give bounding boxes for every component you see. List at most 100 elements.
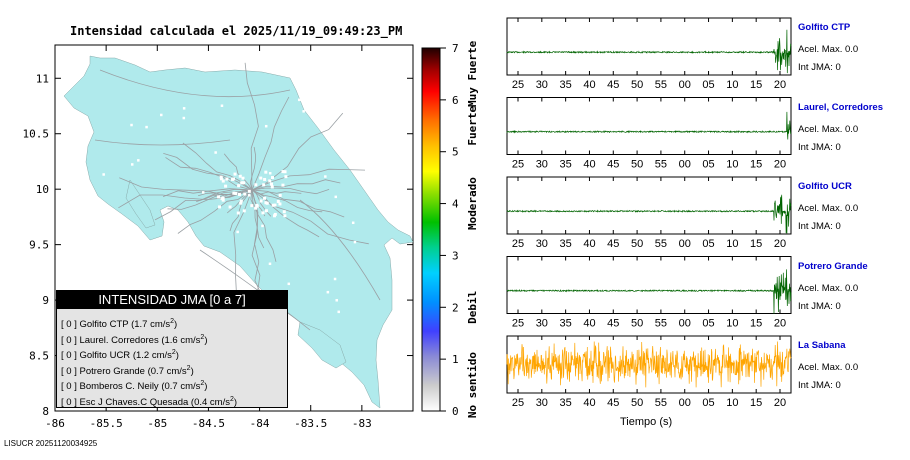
town-marker bbox=[156, 256, 159, 259]
station-jma: Int JMA: 0 bbox=[798, 141, 841, 153]
waveform-panel: 25 30 35 40 45 50 55 00 05 10 15 20 bbox=[506, 17, 792, 91]
town-marker bbox=[219, 175, 223, 179]
legend-close: ) bbox=[174, 319, 178, 331]
map-x-tick-label: -84.5 bbox=[192, 417, 225, 430]
waveform-tick-label: 15 bbox=[750, 79, 762, 91]
town-marker bbox=[337, 310, 340, 314]
map-x-tick-label: -84 bbox=[250, 417, 270, 430]
legend-station: Golfito UCR bbox=[79, 350, 131, 362]
map-y-tick-label: 11 bbox=[36, 72, 49, 85]
waveform-tick-label: 40 bbox=[583, 238, 595, 250]
waveform-tick-label: 50 bbox=[631, 318, 643, 330]
legend-accel: (1.6 cm/s bbox=[161, 334, 201, 346]
town-marker bbox=[239, 199, 243, 203]
town-marker bbox=[239, 201, 243, 205]
waveform-tick-label: 20 bbox=[774, 159, 786, 171]
legend-jma: [ 0 ] bbox=[61, 334, 77, 346]
town-marker bbox=[386, 94, 390, 98]
colorbar-tick-label: 3 bbox=[452, 249, 459, 262]
map-y-axis: 11 10.5 10 9.5 9 8.5 8 bbox=[23, 72, 413, 418]
town-marker bbox=[282, 210, 286, 214]
waveform-tick-label: 00 bbox=[679, 159, 691, 171]
town-marker bbox=[268, 179, 272, 183]
waveform-tick-label: 20 bbox=[774, 397, 786, 409]
waveform-tick-label: 05 bbox=[702, 159, 714, 171]
town-marker bbox=[351, 221, 355, 225]
town-marker bbox=[254, 206, 258, 210]
station-max-accel: Acel. Max. 0.0 bbox=[798, 123, 859, 135]
waveform-frame bbox=[506, 256, 792, 314]
colorbar-category-label: Muy Fuerte bbox=[466, 40, 479, 107]
station-name: Laurel, Corredores bbox=[798, 101, 883, 113]
town-marker bbox=[220, 197, 224, 201]
waveform-panel: 25 30 35 40 45 50 55 00 05 10 15 20 bbox=[506, 256, 792, 330]
waveform-tick-label: 20 bbox=[774, 318, 786, 330]
legend-accel: (0.7 cm/s bbox=[147, 365, 187, 377]
waveform-trace bbox=[506, 194, 792, 234]
waveform-tick-label: 50 bbox=[631, 397, 643, 409]
waveform-tick-label: 45 bbox=[607, 238, 619, 250]
town-marker bbox=[160, 113, 163, 117]
town-marker bbox=[214, 151, 217, 154]
road bbox=[251, 189, 345, 218]
waveform-tick-label: 30 bbox=[536, 318, 548, 330]
map-title: Intensidad calculada el 2025/11/19_09:49… bbox=[70, 24, 403, 38]
waveform-tick-label: 30 bbox=[536, 79, 548, 91]
legend-accel: (1.7 cm/s bbox=[131, 319, 171, 331]
waveform-tick-label: 55 bbox=[655, 397, 667, 409]
town-marker bbox=[145, 125, 148, 129]
station-max-accel: Acel. Max. 0.0 bbox=[798, 44, 859, 55]
waveform-tick-label: 15 bbox=[750, 159, 762, 171]
town-marker bbox=[273, 203, 277, 207]
town-marker bbox=[302, 110, 305, 113]
town-marker bbox=[201, 191, 205, 194]
legend-jma: [ 0 ] bbox=[61, 319, 77, 331]
legend-accel: (0.7 cm/s bbox=[161, 381, 201, 393]
legend-station: Potrero Grande bbox=[79, 365, 145, 377]
town-marker bbox=[243, 192, 247, 196]
legend-unit-exp: 2 bbox=[186, 364, 191, 372]
town-marker bbox=[102, 173, 105, 176]
road bbox=[223, 153, 253, 191]
town-marker bbox=[283, 214, 287, 218]
waveform-tick-label: 35 bbox=[560, 397, 572, 409]
colorbar-gradient bbox=[421, 47, 441, 412]
intensity-colorbar: 0 1 2 3 4 5 6 7 No sentido Debil Moderado FuerteMu… bbox=[421, 40, 479, 419]
town-marker bbox=[281, 170, 285, 174]
waveform-tick-label: 00 bbox=[679, 79, 691, 91]
map-y-tick-label: 8 bbox=[42, 405, 49, 418]
waveform-tick-label: 45 bbox=[607, 397, 619, 409]
waveform-tick-label: 10 bbox=[726, 397, 738, 409]
waveform-tick-label: 35 bbox=[560, 159, 572, 171]
waveform-tick-label: 50 bbox=[631, 159, 643, 171]
town-marker bbox=[231, 177, 235, 181]
town-marker bbox=[218, 205, 222, 209]
town-marker bbox=[238, 174, 242, 178]
town-marker bbox=[263, 177, 267, 181]
map-y-tick-label: 9.5 bbox=[29, 239, 49, 252]
legend-list: [ 0 ] Golfito CTP (1.7 cm/s2)[ 0 ] Laure… bbox=[57, 309, 287, 408]
waveform-tick-label: 55 bbox=[655, 238, 667, 250]
town-marker bbox=[298, 98, 301, 102]
waveform-tick-label: 30 bbox=[536, 397, 548, 409]
town-marker bbox=[271, 203, 275, 207]
colorbar-category-label: No sentido bbox=[466, 352, 479, 419]
waveform-trace bbox=[506, 341, 792, 388]
town-marker bbox=[259, 199, 263, 203]
colorbar-tick-label: 5 bbox=[452, 146, 459, 159]
legend-item: [ 0 ] Potrero Grande (0.7 cm/s2) bbox=[61, 361, 287, 377]
road bbox=[251, 96, 290, 191]
town-marker bbox=[130, 123, 133, 127]
waveform-tick-label: 05 bbox=[702, 318, 714, 330]
colorbar-tick-label: 0 bbox=[452, 405, 459, 418]
town-marker bbox=[353, 240, 357, 244]
road bbox=[229, 189, 253, 232]
town-marker bbox=[268, 172, 272, 175]
waveform-trace bbox=[506, 269, 792, 314]
road bbox=[244, 62, 259, 191]
waveform-tick-label: 40 bbox=[583, 318, 595, 330]
colorbar-category-label: Moderado bbox=[466, 177, 479, 230]
waveform-tick-label: 00 bbox=[679, 238, 691, 250]
map-x-tick-label: -85 bbox=[147, 417, 167, 430]
town-marker bbox=[263, 196, 267, 200]
